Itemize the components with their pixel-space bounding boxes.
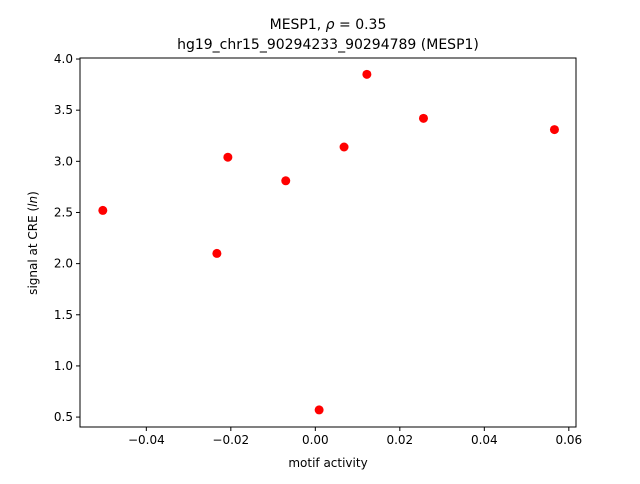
chart-title-rho-value: = 0.35 [335,17,387,33]
data-point [549,125,559,135]
chart-title-rho: ρ [326,17,335,33]
data-point [418,113,428,123]
data-point [212,248,222,258]
data-point [98,205,108,215]
y-tick-label: 2.0 [54,257,73,271]
y-tick-label: 1.0 [54,359,73,373]
x-tick-label: 0.06 [555,433,582,447]
chart-title-gene: MESP1, [270,17,326,33]
x-tick-label: 0.02 [386,433,413,447]
y-axis-label-prefix: signal at CRE ( [26,207,40,295]
data-point [362,69,372,79]
axis-ticks: −0.04 −0.02 0.00 0.02 0.04 0.06 0.5 1.0 1.5 2.0 2.… [54,52,582,447]
chart-title-line2: hg19_chr15_90294233_90294789 (MESP1) [177,37,479,53]
x-tick-label: −0.04 [128,433,165,447]
data-points [98,69,559,415]
data-point [339,142,349,152]
plot-area-frame [79,57,577,428]
chart-title-line1: MESP1, ρ = 0.35 [270,17,387,33]
y-tick-label: 2.5 [54,205,73,219]
y-tick-label: 3.0 [54,154,73,168]
x-axis-label: motif activity [288,456,367,470]
data-point [314,405,324,415]
x-tick-label: 0.04 [471,433,498,447]
y-tick-label: 4.0 [54,52,73,66]
y-tick-label: 1.5 [54,308,73,322]
data-point [223,152,233,162]
y-tick-label: 0.5 [54,410,73,424]
data-point [281,176,291,186]
y-axis-label-unit: ln [26,196,40,207]
x-tick-label: −0.02 [212,433,249,447]
x-tick-label: 0.00 [302,433,329,447]
y-axis-label-suffix: ) [26,191,40,196]
y-tick-label: 3.5 [54,103,73,117]
y-axis-label: signal at CRE (ln) [26,191,40,295]
